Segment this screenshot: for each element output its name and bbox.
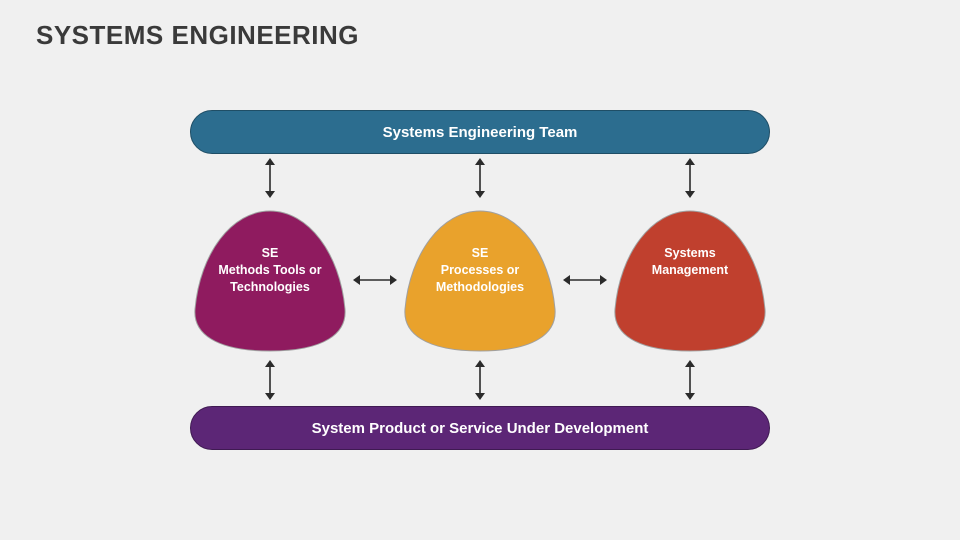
diagram-container: Systems Engineering Team System Product …: [190, 110, 770, 450]
bottom-pill: System Product or Service Under Developm…: [190, 406, 770, 450]
arrow-horizontal-icon: [353, 272, 397, 288]
top-pill: Systems Engineering Team: [190, 110, 770, 154]
arrow-horizontal-icon: [563, 272, 607, 288]
arrow-vertical-icon: [682, 158, 698, 198]
blob-methods-tools: SE Methods Tools or Technologies: [190, 205, 350, 355]
arrow-vertical-icon: [262, 360, 278, 400]
arrow-vertical-icon: [262, 158, 278, 198]
arrow-vertical-icon: [472, 158, 488, 198]
arrow-vertical-icon: [682, 360, 698, 400]
blob-management: Systems Management: [610, 205, 770, 355]
blob-processes: SE Processes or Methodologies: [400, 205, 560, 355]
blob-label: Systems Management: [610, 245, 770, 279]
blob-shape-icon: [610, 205, 770, 355]
top-pill-label: Systems Engineering Team: [383, 124, 578, 141]
page-title: SYSTEMS ENGINEERING: [36, 20, 359, 51]
bottom-pill-label: System Product or Service Under Developm…: [312, 420, 649, 437]
blob-label: SE Processes or Methodologies: [400, 245, 560, 296]
blob-label: SE Methods Tools or Technologies: [190, 245, 350, 296]
arrow-vertical-icon: [472, 360, 488, 400]
